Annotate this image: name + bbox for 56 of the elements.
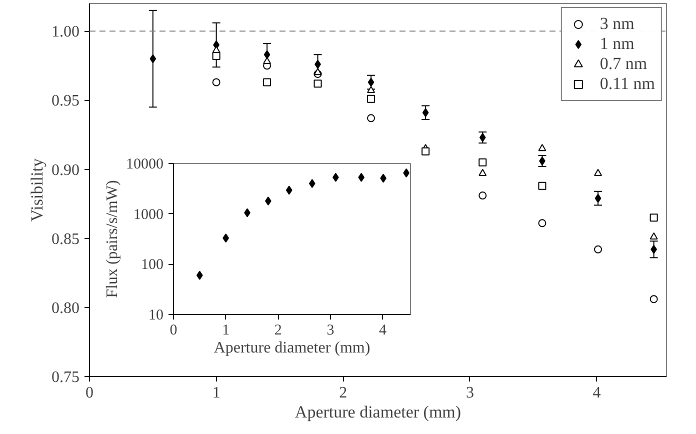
y-tick-label: 100: [141, 257, 164, 274]
y-tick-label: 1000: [134, 206, 164, 223]
point: [367, 114, 376, 122]
point: [150, 54, 156, 64]
point: [368, 78, 374, 87]
point: [367, 94, 376, 103]
point: [650, 295, 658, 304]
y-tick-label: 0.80: [52, 300, 80, 317]
point: [314, 80, 322, 88]
point: [538, 144, 546, 152]
x-tick-label: 1: [222, 322, 230, 338]
point: [478, 158, 487, 166]
point: [478, 192, 487, 200]
legend-label: 3 nm: [600, 14, 634, 34]
point: [286, 186, 292, 195]
y-axis-title: Visibility: [28, 158, 46, 222]
x-tick-label: 3: [326, 322, 334, 338]
point: [594, 194, 602, 203]
point: [263, 78, 272, 86]
point: [212, 78, 220, 86]
x-tick-label: 3: [466, 384, 474, 402]
y-axis-title: Flux (pairs/s/mW): [104, 180, 121, 298]
legend-label: 1 nm: [600, 34, 634, 54]
x-tick-label: 4: [379, 322, 388, 338]
point: [478, 168, 487, 176]
x-tick-label: 4: [592, 384, 601, 402]
legend-label: 0.7 nm: [600, 54, 648, 74]
point: [594, 245, 602, 254]
y-tick-label: 10: [148, 308, 164, 324]
point: [650, 214, 658, 222]
point: [367, 86, 376, 94]
point: [264, 50, 270, 60]
x-tick-label: 0: [86, 384, 94, 402]
y-tick-label: 0.90: [52, 162, 80, 179]
point: [538, 182, 546, 190]
y-tick-label: 10000: [126, 156, 164, 172]
y-tick-label: 0.95: [52, 92, 80, 110]
legend-label: 0.11 nm: [600, 74, 655, 94]
x-axis-title: Aperture diameter (mm): [214, 340, 370, 356]
x-tick-label: 0: [170, 322, 178, 338]
point: [212, 52, 220, 60]
point: [538, 219, 546, 228]
point: [422, 108, 429, 118]
point: [308, 179, 316, 188]
x-axis-title: Aperture diameter (mm): [294, 402, 462, 422]
point: [196, 270, 203, 280]
x-tick-label: 2: [274, 322, 282, 338]
y-tick-label: 0.75: [52, 369, 80, 386]
y-tick-label: 0.85: [52, 230, 80, 248]
point: [479, 133, 486, 142]
x-tick-label: 2: [339, 384, 348, 402]
point: [650, 232, 658, 240]
point: [314, 68, 322, 76]
point: [594, 168, 602, 176]
x-tick-label: 1: [212, 384, 220, 402]
y-tick-label: 1.00: [52, 24, 80, 41]
